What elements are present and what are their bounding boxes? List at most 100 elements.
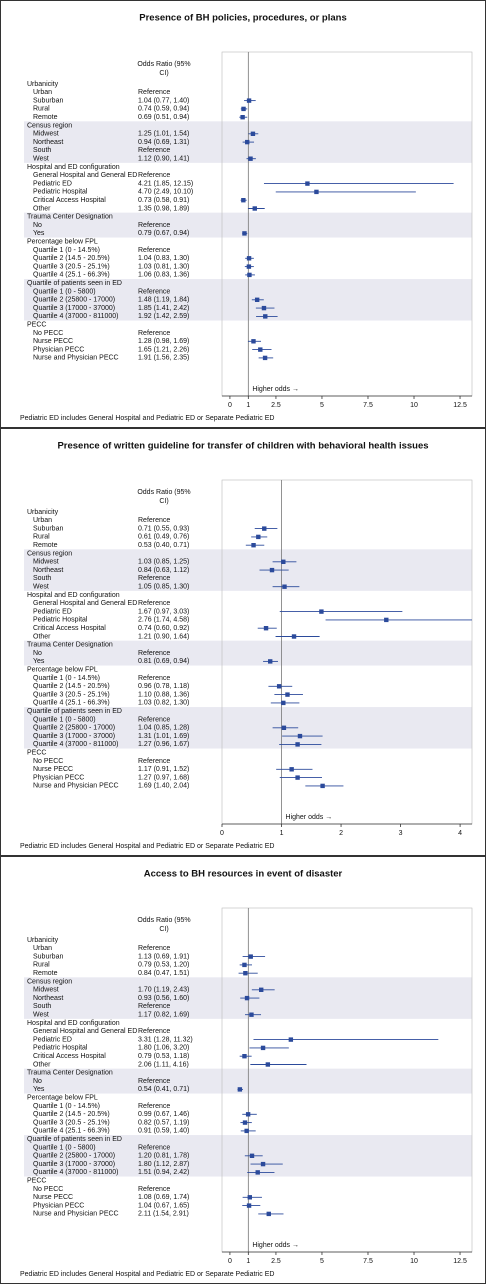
row-label: Quartile 2 (14.5 - 20.5%) (33, 255, 110, 262)
point-estimate (251, 339, 256, 344)
footnote: Pediatric ED includes General Hospital a… (20, 843, 274, 850)
x-tick-label: 2 (339, 830, 343, 837)
chart-title: Presence of written guideline for transf… (57, 441, 428, 452)
forest-panel: Presence of written guideline for transf… (0, 428, 486, 856)
odds-ratio-label: 0.84 (0.47, 1.51) (138, 970, 189, 977)
point-estimate (297, 733, 303, 739)
row-label: Quartile 2 (14.5 - 20.5%) (33, 683, 110, 690)
odds-ratio-label: 0.71 (0.55, 0.93) (138, 525, 189, 532)
row-label: Quartile 4 (25.1 - 66.3%) (33, 1128, 110, 1135)
row-label: Northeast (33, 567, 63, 574)
point-estimate (241, 106, 246, 112)
odds-ratio-label: 1.48 (1.19, 1.84) (138, 297, 189, 304)
row-label: Quartile 2 (14.5 - 20.5%) (33, 1111, 110, 1118)
row-label: West (33, 1012, 49, 1019)
row-label: Northeast (33, 139, 63, 146)
odds-ratio-label: 0.81 (0.69, 0.94) (138, 658, 189, 665)
row-label: Nurse PECC (33, 338, 73, 345)
point-estimate (254, 297, 260, 302)
odds-ratio-label: 1.21 (0.90, 1.64) (138, 633, 189, 640)
forest-panel: Access to BH resources in event of disas… (0, 856, 486, 1284)
odds-ratio-label: 0.69 (0.51, 0.94) (138, 114, 189, 121)
odds-ratio-label: Reference (138, 1103, 170, 1110)
point-estimate (259, 987, 264, 992)
odds-ratio-label: 0.79 (0.67, 0.94) (138, 230, 189, 237)
x-tick-label: 10 (410, 1258, 418, 1265)
row-label: Physician PECC (33, 346, 84, 353)
column-header-box: Odds Ratio (95% CI) (137, 61, 190, 77)
odds-ratio-label: Reference (138, 600, 170, 607)
point-estimate (242, 231, 247, 236)
group-label: Quartile of patients seen in ED (27, 280, 122, 287)
odds-ratio-label: Reference (138, 89, 170, 96)
row-label: No PECC (33, 330, 63, 337)
odds-ratio-label: 0.93 (0.56, 1.60) (138, 995, 189, 1002)
point-estimate (247, 272, 252, 278)
row-label: Suburban (33, 953, 63, 960)
odds-ratio-label: 1.08 (0.69, 1.74) (138, 1194, 189, 1201)
point-estimate (288, 1037, 294, 1042)
odds-ratio-label: 1.12 (0.90, 1.41) (138, 156, 189, 163)
point-estimate (261, 305, 267, 311)
x-tick-label: 7.5 (363, 402, 373, 409)
row-label: Other (33, 205, 51, 212)
row-label: Midwest (33, 131, 59, 138)
odds-ratio-label: Reference (138, 758, 170, 765)
point-estimate (282, 584, 287, 589)
point-estimate (314, 189, 319, 195)
row-label: Rural (33, 106, 50, 113)
odds-ratio-label: 1.91 (1.56, 2.35) (138, 355, 189, 362)
row-label: Quartile 4 (25.1 - 66.3%) (33, 700, 110, 707)
odds-ratio-label: 0.73 (0.58, 0.91) (138, 197, 189, 204)
point-estimate (281, 700, 286, 706)
x-tick-label: 5 (320, 1258, 324, 1265)
odds-ratio-label: 1.67 (0.97, 3.03) (138, 608, 189, 615)
row-label: Quartile 3 (20.5 - 25.1%) (33, 263, 110, 270)
x-tick-label: 1 (280, 830, 284, 837)
row-label: Quartile 1 (0 - 5800) (33, 716, 96, 723)
point-estimate (246, 98, 252, 103)
point-estimate (263, 626, 269, 631)
row-label: Nurse and Physician PECC (33, 1211, 119, 1218)
row-label: Suburban (33, 97, 63, 104)
row-label: No PECC (33, 758, 63, 765)
point-estimate (285, 692, 290, 697)
point-estimate (246, 1203, 252, 1208)
odds-ratio-label: 1.03 (0.81, 1.30) (138, 263, 189, 270)
point-estimate (281, 725, 287, 730)
row-label: West (33, 584, 49, 591)
odds-ratio-label: 0.79 (0.53, 1.18) (138, 1053, 189, 1060)
odds-ratio-label: 2.76 (1.74, 4.58) (138, 617, 189, 624)
odds-ratio-label: 0.61 (0.49, 0.76) (138, 534, 189, 541)
row-label: Other (33, 633, 51, 640)
odds-ratio-label: 1.85 (1.41, 2.42) (138, 305, 189, 312)
point-estimate (262, 526, 267, 531)
point-estimate (305, 181, 310, 186)
row-label: Quartile 4 (37000 - 811000) (33, 313, 118, 320)
point-estimate (289, 767, 294, 772)
group-label: Trauma Center Designation (27, 642, 113, 649)
point-estimate (260, 1045, 266, 1051)
group-label: Census region (27, 978, 72, 985)
row-label: Nurse and Physician PECC (33, 783, 119, 790)
row-label: Rural (33, 962, 50, 969)
odds-ratio-label: Reference (138, 330, 170, 337)
point-estimate (244, 995, 250, 1001)
x-tick-label: 12.5 (453, 402, 467, 409)
row-label: Pediatric ED (33, 1036, 72, 1043)
row-label: Critical Access Hospital (33, 197, 106, 204)
x-tick-label: 0 (228, 402, 232, 409)
row-label: Quartile 4 (37000 - 811000) (33, 741, 118, 748)
footnote: Pediatric ED includes General Hospital a… (20, 1271, 274, 1278)
group-label: Hospital and ED configuration (27, 592, 120, 599)
x-tick-label: 12.5 (453, 1258, 467, 1265)
group-label: Urbanicity (27, 81, 59, 88)
odds-ratio-label: 1.04 (0.85, 1.28) (138, 725, 189, 732)
row-label: Physician PECC (33, 774, 84, 781)
annotation: Higher odds → (252, 386, 299, 393)
row-label: Pediatric Hospital (33, 1045, 88, 1052)
x-tick-label: 10 (410, 402, 418, 409)
row-label: Pediatric ED (33, 608, 72, 615)
point-estimate (281, 559, 286, 564)
